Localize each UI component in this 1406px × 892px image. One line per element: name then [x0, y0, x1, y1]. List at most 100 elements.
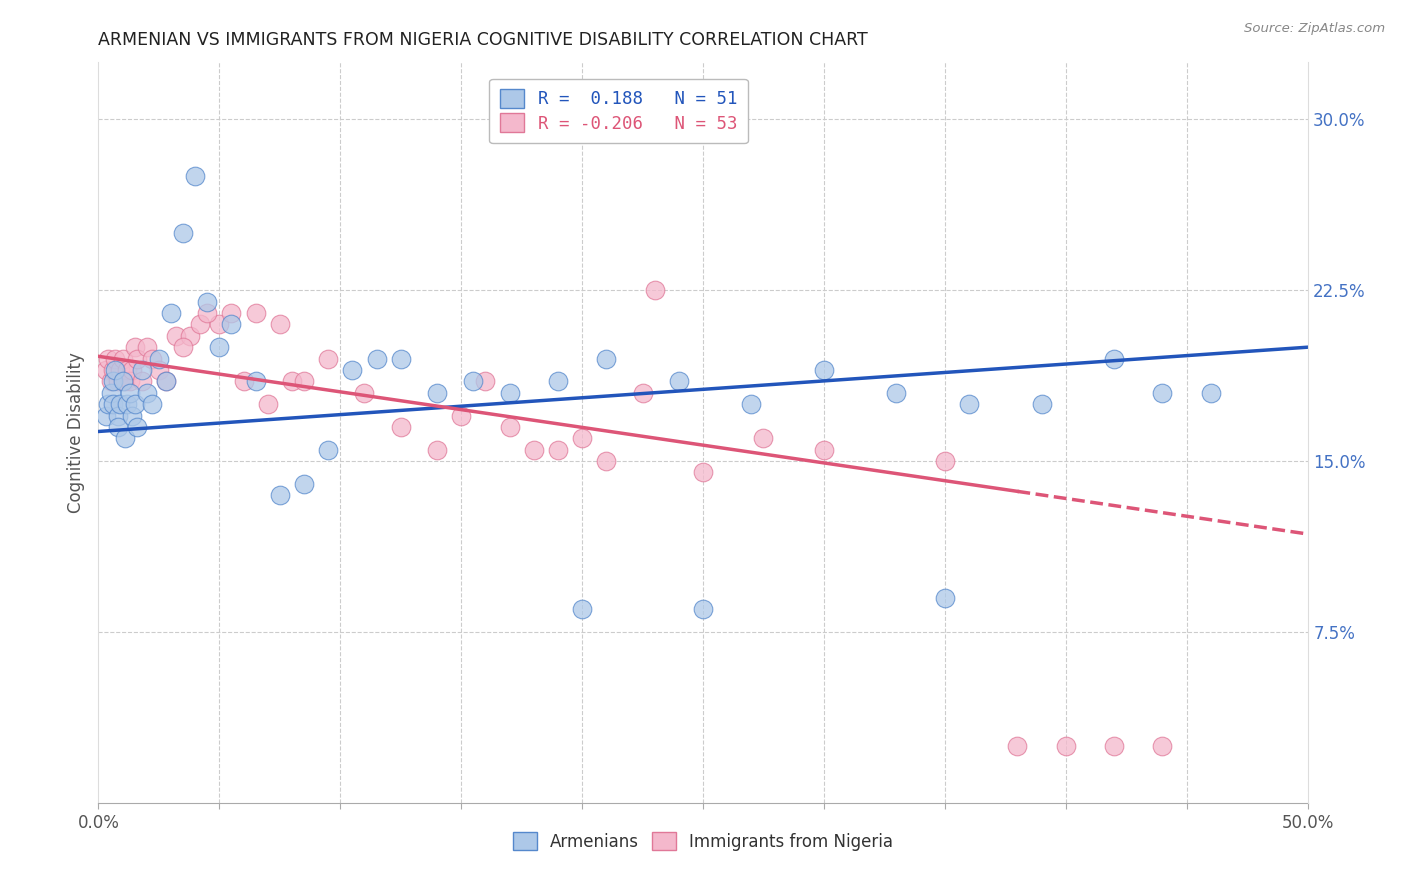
Point: [111, 375, 134, 389]
Point: [389, 420, 412, 434]
Point: [155, 375, 177, 389]
Point: [571, 431, 593, 445]
Point: [389, 351, 412, 366]
Point: [114, 431, 136, 445]
Point: [141, 397, 163, 411]
Point: [107, 375, 129, 389]
Point: [117, 397, 139, 411]
Point: [221, 306, 243, 320]
Point: [245, 306, 267, 320]
Point: [101, 363, 124, 377]
Point: [426, 385, 449, 400]
Point: [342, 363, 364, 377]
Point: [107, 420, 129, 434]
Point: [631, 385, 654, 400]
Point: [292, 476, 315, 491]
Point: [94, 363, 117, 377]
Point: [148, 351, 170, 366]
Point: [165, 328, 187, 343]
Point: [131, 375, 153, 389]
Point: [547, 442, 569, 457]
Point: [316, 442, 339, 457]
Point: [114, 375, 136, 389]
Point: [127, 351, 149, 366]
Point: [124, 397, 146, 411]
Point: [1031, 397, 1053, 411]
Point: [172, 227, 194, 241]
Point: [281, 375, 304, 389]
Point: [595, 351, 617, 366]
Point: [131, 363, 153, 377]
Point: [1152, 385, 1174, 400]
Point: [101, 397, 124, 411]
Point: [547, 375, 569, 389]
Point: [595, 454, 617, 468]
Point: [426, 442, 449, 457]
Point: [934, 591, 956, 605]
Point: [256, 397, 278, 411]
Point: [463, 375, 485, 389]
Point: [1102, 739, 1125, 753]
Point: [1152, 739, 1174, 753]
Point: [124, 340, 146, 354]
Point: [111, 351, 134, 366]
Point: [118, 375, 141, 389]
Point: [1054, 739, 1077, 753]
Point: [160, 306, 183, 320]
Point: [100, 385, 122, 400]
Point: [269, 488, 291, 502]
Point: [644, 283, 666, 297]
Point: [1102, 351, 1125, 366]
Point: [668, 375, 690, 389]
Point: [195, 294, 218, 309]
Point: [208, 340, 231, 354]
Point: [1007, 739, 1029, 753]
Point: [118, 385, 141, 400]
Point: [101, 375, 124, 389]
Point: [108, 397, 131, 411]
Point: [232, 375, 254, 389]
Point: [1199, 385, 1222, 400]
Point: [316, 351, 339, 366]
Point: [498, 385, 520, 400]
Point: [292, 375, 315, 389]
Point: [104, 363, 127, 377]
Point: [172, 340, 194, 354]
Point: [813, 363, 835, 377]
Point: [141, 351, 163, 366]
Point: [692, 602, 714, 616]
Point: [813, 442, 835, 457]
Point: [179, 328, 201, 343]
Text: Source: ZipAtlas.com: Source: ZipAtlas.com: [1244, 22, 1385, 36]
Y-axis label: Cognitive Disability: Cognitive Disability: [66, 352, 84, 513]
Point: [107, 409, 129, 423]
Point: [184, 169, 207, 184]
Point: [957, 397, 980, 411]
Point: [269, 318, 291, 332]
Point: [148, 363, 170, 377]
Point: [100, 375, 122, 389]
Point: [245, 375, 267, 389]
Text: ARMENIAN VS IMMIGRANTS FROM NIGERIA COGNITIVE DISABILITY CORRELATION CHART: ARMENIAN VS IMMIGRANTS FROM NIGERIA COGN…: [98, 31, 868, 49]
Point: [188, 318, 211, 332]
Point: [752, 431, 775, 445]
Point: [97, 351, 120, 366]
Point: [208, 318, 231, 332]
Point: [104, 351, 127, 366]
Point: [121, 363, 143, 377]
Point: [934, 454, 956, 468]
Point: [97, 397, 120, 411]
Point: [523, 442, 546, 457]
Point: [366, 351, 388, 366]
Point: [740, 397, 762, 411]
Point: [135, 340, 157, 354]
Point: [692, 466, 714, 480]
Point: [474, 375, 496, 389]
Point: [450, 409, 472, 423]
Point: [195, 306, 218, 320]
Point: [353, 385, 375, 400]
Point: [117, 363, 139, 377]
Point: [135, 385, 157, 400]
Legend: Armenians, Immigrants from Nigeria: Armenians, Immigrants from Nigeria: [506, 825, 900, 857]
Point: [127, 420, 149, 434]
